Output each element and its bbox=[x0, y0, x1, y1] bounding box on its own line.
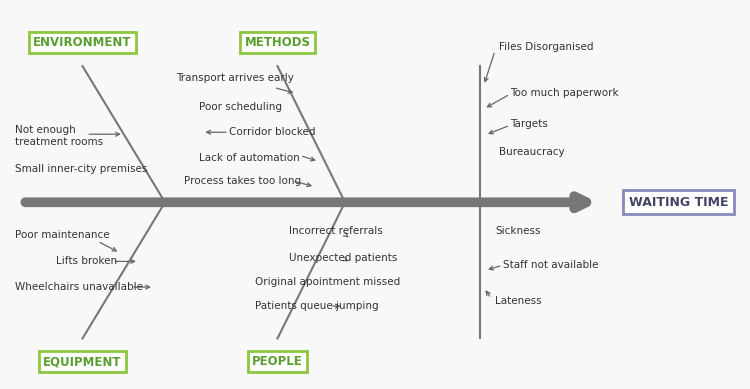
Text: Staff not available: Staff not available bbox=[503, 259, 598, 270]
Text: Small inner-city premises: Small inner-city premises bbox=[15, 164, 147, 174]
Text: METHODS: METHODS bbox=[244, 36, 310, 49]
Text: Files Disorganised: Files Disorganised bbox=[499, 42, 593, 52]
Text: Unexpected patients: Unexpected patients bbox=[289, 253, 398, 263]
Text: Not enough
treatment rooms: Not enough treatment rooms bbox=[15, 125, 103, 147]
Text: Lack of automation: Lack of automation bbox=[199, 152, 299, 163]
Text: Transport arrives early: Transport arrives early bbox=[176, 73, 294, 83]
Text: Too much paperwork: Too much paperwork bbox=[510, 88, 619, 98]
Text: Sickness: Sickness bbox=[495, 226, 541, 237]
Text: Lifts broken: Lifts broken bbox=[56, 256, 117, 266]
Text: Incorrect referrals: Incorrect referrals bbox=[289, 226, 382, 237]
Text: WAITING TIME: WAITING TIME bbox=[629, 196, 728, 209]
Text: EQUIPMENT: EQUIPMENT bbox=[44, 355, 122, 368]
Text: Lateness: Lateness bbox=[495, 296, 542, 307]
Text: ENVIRONMENT: ENVIRONMENT bbox=[33, 36, 132, 49]
Text: Poor scheduling: Poor scheduling bbox=[199, 102, 282, 112]
Text: Poor maintenance: Poor maintenance bbox=[15, 230, 110, 240]
Text: Corridor blocked: Corridor blocked bbox=[229, 127, 315, 137]
Text: Bureaucracy: Bureaucracy bbox=[499, 147, 564, 158]
Text: Patients queue jumping: Patients queue jumping bbox=[255, 301, 379, 311]
Text: Wheelchairs unavailable: Wheelchairs unavailable bbox=[15, 282, 143, 292]
Text: Process takes too long: Process takes too long bbox=[184, 176, 301, 186]
Text: Original apointment missed: Original apointment missed bbox=[255, 277, 400, 287]
Text: PEOPLE: PEOPLE bbox=[252, 355, 303, 368]
Text: Targets: Targets bbox=[510, 119, 548, 130]
